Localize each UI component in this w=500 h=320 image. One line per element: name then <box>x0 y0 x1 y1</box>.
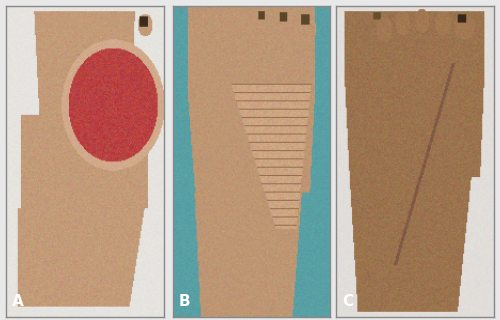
Text: A: A <box>12 294 24 309</box>
Text: C: C <box>342 294 353 309</box>
Text: B: B <box>179 294 190 309</box>
